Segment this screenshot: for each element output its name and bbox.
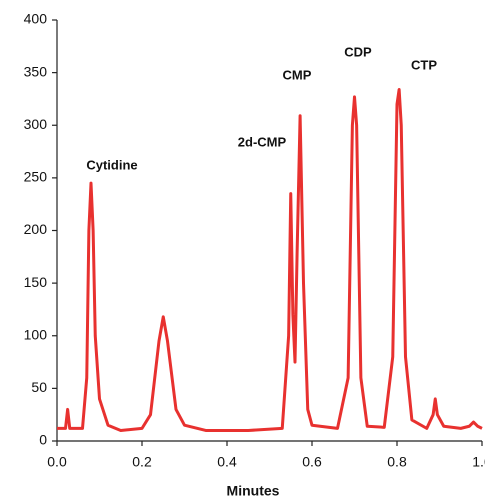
x-tick-label: 0.2 bbox=[132, 454, 152, 470]
peak-label: CDP bbox=[344, 44, 372, 59]
y-tick-label: 50 bbox=[31, 379, 47, 395]
x-tick-label: 0.4 bbox=[217, 454, 237, 470]
x-tick-label: 0.6 bbox=[302, 454, 322, 470]
y-tick-label: 0 bbox=[39, 432, 47, 448]
x-tick-label: 1.0 bbox=[472, 454, 485, 470]
x-tick-label: 0.8 bbox=[387, 454, 407, 470]
x-axis-label: Minutes bbox=[227, 483, 280, 499]
peak-label: CTP bbox=[411, 57, 437, 72]
y-tick-label: 400 bbox=[24, 11, 48, 27]
peak-label: 2d-CMP bbox=[238, 134, 287, 149]
y-tick-label: 100 bbox=[24, 326, 48, 342]
peak-label: Cytidine bbox=[86, 157, 137, 172]
trace-line bbox=[57, 87, 483, 432]
peak-label: CMP bbox=[283, 67, 312, 82]
y-tick-label: 250 bbox=[24, 169, 48, 185]
x-tick-label: 0.0 bbox=[47, 454, 67, 470]
y-tick-label: 350 bbox=[24, 63, 48, 79]
y-tick-label: 200 bbox=[24, 221, 48, 237]
y-tick-label: 300 bbox=[24, 116, 48, 132]
y-tick-label: 150 bbox=[24, 274, 48, 290]
